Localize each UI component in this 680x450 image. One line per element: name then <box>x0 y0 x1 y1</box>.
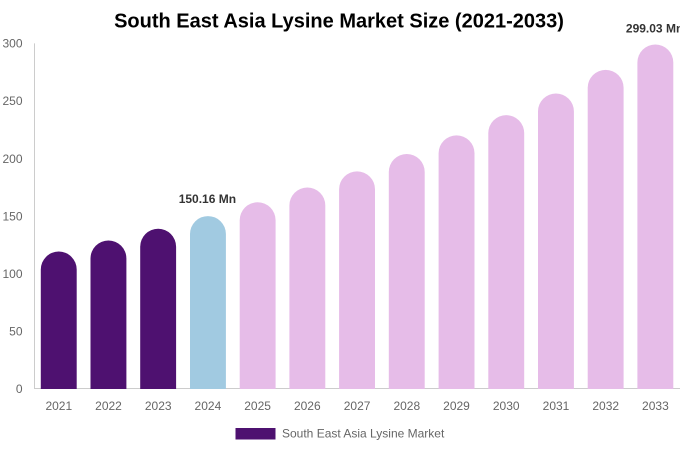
svg-text:2023: 2023 <box>145 399 172 413</box>
svg-text:2021: 2021 <box>45 399 72 413</box>
svg-text:250: 250 <box>2 94 22 108</box>
svg-text:100: 100 <box>2 267 22 281</box>
svg-text:2031: 2031 <box>543 399 570 413</box>
svg-text:South East Asia Lysine Market: South East Asia Lysine Market Size (2021… <box>114 11 564 33</box>
svg-text:50: 50 <box>9 325 23 339</box>
svg-text:2026: 2026 <box>294 399 321 413</box>
svg-text:2022: 2022 <box>95 399 122 413</box>
svg-text:0: 0 <box>16 382 23 396</box>
svg-text:2027: 2027 <box>344 399 371 413</box>
svg-text:2024: 2024 <box>195 399 222 413</box>
svg-text:300: 300 <box>2 37 22 51</box>
svg-text:2032: 2032 <box>592 399 619 413</box>
svg-text:2029: 2029 <box>443 399 470 413</box>
svg-text:2028: 2028 <box>393 399 420 413</box>
svg-text:200: 200 <box>2 152 22 166</box>
svg-text:150.16 Mn: 150.16 Mn <box>179 192 236 206</box>
svg-text:2025: 2025 <box>244 399 271 413</box>
svg-text:South East Asia Lysine Market: South East Asia Lysine Market <box>282 426 445 440</box>
svg-text:299.03 Mn: 299.03 Mn <box>626 22 680 36</box>
svg-text:2030: 2030 <box>493 399 520 413</box>
svg-text:2033: 2033 <box>642 399 669 413</box>
svg-text:150: 150 <box>2 209 22 223</box>
